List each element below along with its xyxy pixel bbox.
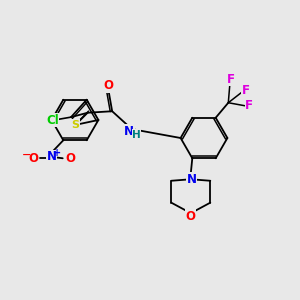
- Text: −: −: [22, 150, 32, 160]
- Text: O: O: [103, 79, 114, 92]
- Text: S: S: [71, 120, 80, 130]
- Text: Cl: Cl: [46, 114, 59, 127]
- Text: F: F: [245, 99, 253, 112]
- Text: N: N: [186, 173, 197, 186]
- Text: F: F: [242, 84, 250, 97]
- Text: F: F: [226, 73, 234, 86]
- Text: +: +: [53, 148, 61, 158]
- Text: N: N: [124, 124, 134, 137]
- Text: O: O: [28, 152, 38, 165]
- Text: H: H: [132, 130, 141, 140]
- Text: O: O: [186, 210, 196, 223]
- Text: O: O: [65, 152, 75, 165]
- Text: N: N: [47, 150, 57, 163]
